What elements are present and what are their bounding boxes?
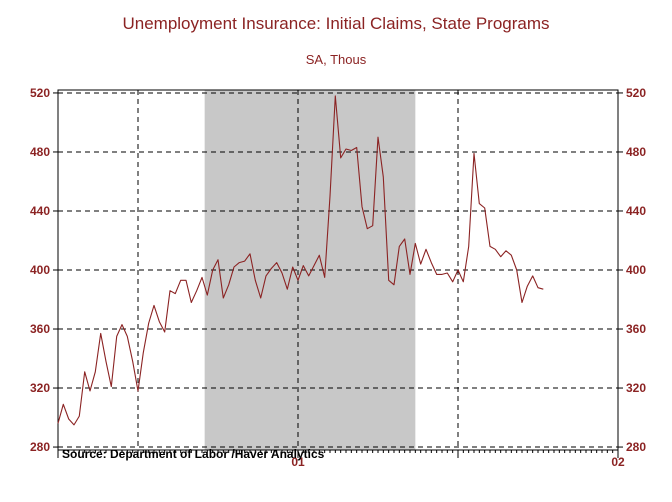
y-tick-label-left: 360 — [30, 322, 50, 336]
series-line — [57, 95, 544, 426]
x-tick-label: 01 — [291, 455, 305, 469]
y-tick-label-left: 520 — [30, 86, 50, 100]
y-tick-label-left: 440 — [30, 204, 50, 218]
source-note: Source: Department of Labor /Haver Analy… — [62, 447, 325, 461]
y-tick-label-right: 400 — [626, 263, 646, 277]
chart-subtitle: SA, Thous — [305, 52, 367, 67]
y-tick-label-right: 320 — [626, 381, 646, 395]
y-tick-label-left: 480 — [30, 145, 50, 159]
y-tick-label-left: 320 — [30, 381, 50, 395]
y-tick-label-right: 520 — [626, 86, 646, 100]
y-tick-label-right: 280 — [626, 440, 646, 454]
x-tick-label: 02 — [611, 455, 625, 469]
y-tick-label-right: 480 — [626, 145, 646, 159]
y-tick-label-right: 440 — [626, 204, 646, 218]
chart-title: Unemployment Insurance: Initial Claims, … — [122, 14, 550, 33]
y-tick-label-right: 360 — [626, 322, 646, 336]
y-tick-label-left: 400 — [30, 263, 50, 277]
y-tick-label-left: 280 — [30, 440, 50, 454]
